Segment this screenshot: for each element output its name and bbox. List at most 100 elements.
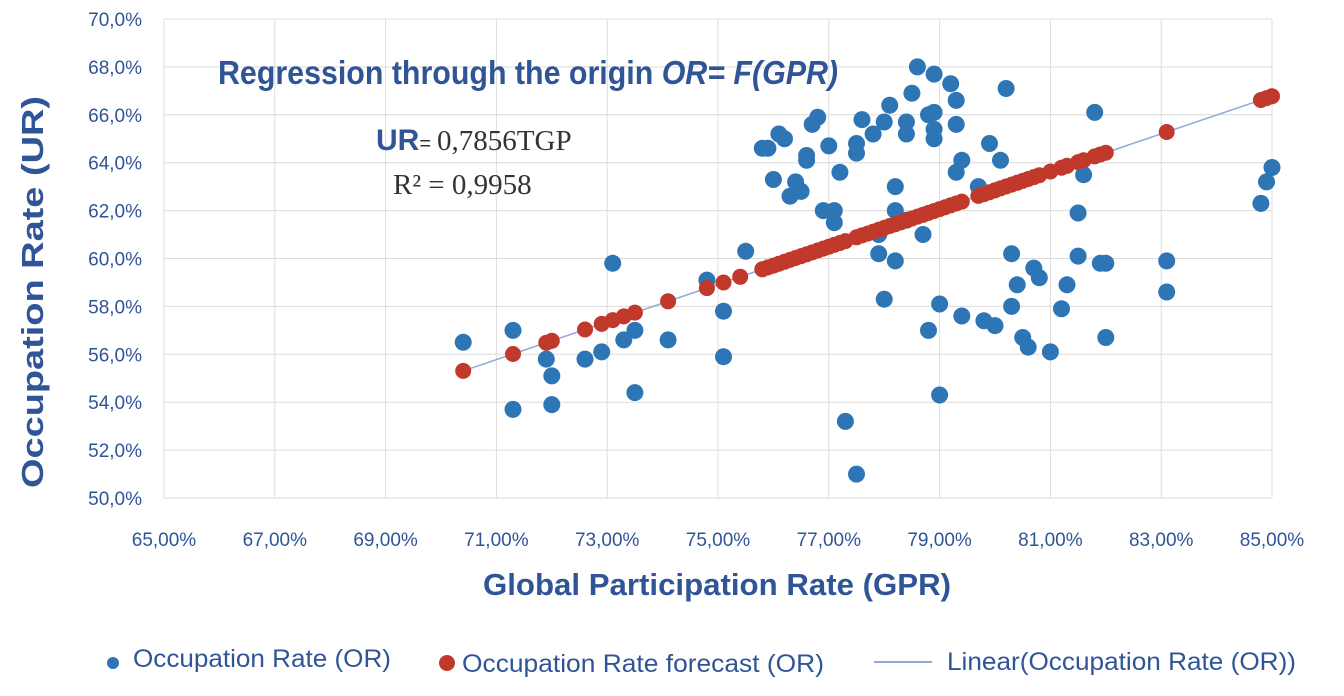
observed-point xyxy=(1030,269,1048,287)
r-squared: R² = 0,9958 xyxy=(393,169,532,201)
forecast-point xyxy=(660,293,677,310)
chart-title-text: Regression through the origin xyxy=(218,54,653,91)
observed-point xyxy=(543,396,561,414)
y-tick-label: 62,0% xyxy=(88,202,142,223)
forecast-point xyxy=(953,193,970,210)
observed-point xyxy=(925,103,943,121)
legend-label-observed: Occupation Rate (OR) xyxy=(133,645,391,673)
legend-item-forecast: Occupation Rate forecast (OR) xyxy=(439,650,824,678)
forecast-point xyxy=(577,321,593,338)
observed-point xyxy=(908,58,926,76)
legend: Occupation Rate (OR) Occupation Rate for… xyxy=(107,645,1296,678)
observed-point xyxy=(1053,300,1070,318)
axis-layer: 65,00% 67,00% 69,00% 71,00% 73,00% 75,00% 77,0… xyxy=(88,10,1304,551)
observed-point xyxy=(942,75,960,93)
legend-marker-forecast xyxy=(439,655,455,671)
observed-point xyxy=(992,151,1009,169)
legend-label-trendline: Linear(Occupation Rate (OR)) xyxy=(947,648,1296,676)
grid-layer xyxy=(163,18,1273,499)
observed-point xyxy=(626,384,644,402)
y-tick-label: 68,0% xyxy=(88,58,142,79)
observed-point xyxy=(953,307,971,325)
observed-point xyxy=(715,302,732,320)
observed-point xyxy=(914,226,932,243)
observed-point xyxy=(659,331,677,349)
y-tick-label: 64,0% xyxy=(88,154,142,175)
observed-point xyxy=(825,214,843,232)
observed-point xyxy=(931,295,949,313)
observed-point xyxy=(947,91,965,109)
observed-point xyxy=(1086,103,1104,121)
observed-point xyxy=(903,84,921,102)
observed-point xyxy=(986,317,1004,335)
observed-point xyxy=(1019,338,1037,356)
observed-point xyxy=(776,130,793,148)
x-tick-label: 69,00% xyxy=(353,530,418,551)
observed-point xyxy=(997,80,1015,97)
observed-point xyxy=(809,108,827,126)
observed-point xyxy=(820,137,838,155)
equation-eq: = xyxy=(419,133,431,155)
forecast-point xyxy=(1158,124,1175,140)
y-tick-label: 56,0% xyxy=(88,345,142,366)
observed-point xyxy=(875,113,893,131)
observed-point xyxy=(897,125,915,143)
x-tick-label: 77,00% xyxy=(797,530,862,551)
forecast-point xyxy=(1097,144,1114,161)
observed-point xyxy=(886,178,904,196)
legend-item-observed: Occupation Rate (OR) xyxy=(107,645,391,673)
forecast-point xyxy=(455,362,472,379)
observed-point xyxy=(626,321,644,339)
observed-point xyxy=(1069,247,1087,265)
observed-point xyxy=(504,321,522,339)
observed-point xyxy=(1003,245,1021,263)
x-tick-label: 79,00% xyxy=(907,530,972,551)
observed-point xyxy=(831,163,849,181)
observed-point xyxy=(1263,159,1281,176)
observed-point xyxy=(576,350,594,368)
observed-point xyxy=(615,331,633,349)
observed-point xyxy=(504,400,522,418)
x-tick-label: 71,00% xyxy=(464,530,529,551)
observed-point xyxy=(881,96,899,114)
observed-point xyxy=(886,252,904,270)
observed-point xyxy=(537,350,555,368)
x-axis-title: Global Participation Rate (GPR) xyxy=(483,567,951,602)
observed-point xyxy=(1069,204,1087,222)
observed-point xyxy=(759,139,777,157)
observed-point xyxy=(1158,283,1176,301)
observed-point xyxy=(1008,276,1026,294)
observed-point xyxy=(1252,194,1270,212)
observed-point xyxy=(715,348,732,366)
y-tick-label: 50,0% xyxy=(88,489,142,510)
observed-point xyxy=(864,125,882,143)
x-tick-label: 65,00% xyxy=(132,530,197,551)
forecast-point xyxy=(732,268,749,285)
forecast-points-layer xyxy=(455,88,1280,379)
observed-point xyxy=(543,367,561,385)
observed-point xyxy=(1075,166,1093,184)
observed-points-layer xyxy=(454,58,1281,483)
legend-marker-observed xyxy=(107,657,119,669)
observed-point xyxy=(593,343,611,361)
y-tick-label: 60,0% xyxy=(88,250,142,271)
observed-point xyxy=(798,151,816,169)
observed-point xyxy=(925,130,943,148)
forecast-point xyxy=(505,346,521,362)
observed-point xyxy=(1003,297,1021,315)
forecast-point xyxy=(698,280,715,297)
r-squared-value: = 0,9958 xyxy=(428,169,531,201)
equation-lhs: UR xyxy=(376,124,420,157)
observed-point xyxy=(1097,254,1115,272)
observed-point xyxy=(1097,329,1115,346)
forecast-point xyxy=(715,274,732,291)
observed-point xyxy=(875,290,893,308)
x-tick-label: 73,00% xyxy=(575,530,640,551)
y-tick-label: 66,0% xyxy=(88,106,142,127)
x-tick-label: 81,00% xyxy=(1018,530,1083,551)
observed-point xyxy=(1058,276,1076,294)
observed-point xyxy=(836,412,854,430)
regression-equation: UR= 0,7856TGP xyxy=(376,124,572,157)
